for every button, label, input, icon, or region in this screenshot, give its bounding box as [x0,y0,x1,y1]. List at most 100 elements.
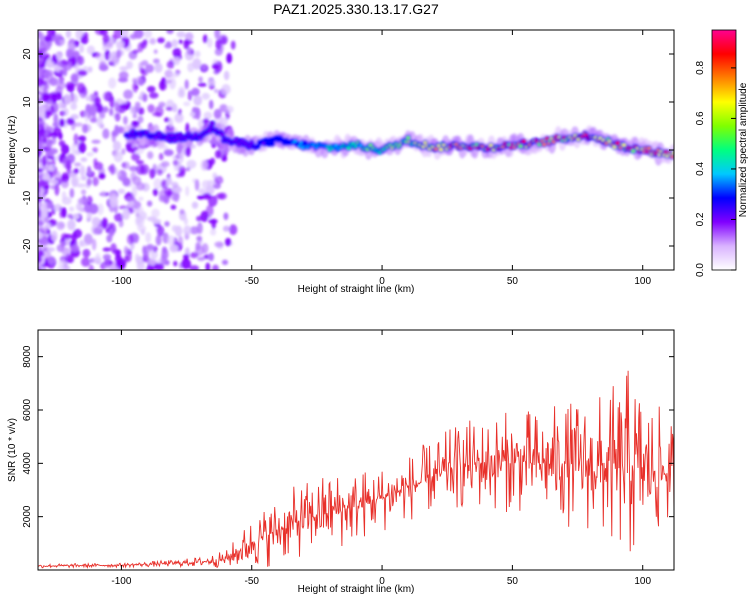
heatmap-speckle [114,213,124,222]
heatmap-speckle [143,250,150,261]
heatmap-speckle [122,161,130,170]
heatmap-speckle [59,118,65,128]
heatmap-speckle [225,105,234,114]
heatmap-speckle [196,235,203,242]
heatmap-speckle [50,170,61,179]
heatmap-speckle [178,39,183,44]
heatmap-speckle [142,93,148,102]
heatmap-speckle [109,195,119,208]
heatmap-speckle [86,45,95,55]
heatmap-speckle [43,70,50,79]
heatmap-speckle [205,204,214,217]
heatmap-speckle [135,160,144,165]
heatmap-speckle [87,66,93,73]
heatmap-speckle [38,226,45,232]
heatmap-speckle [229,224,238,236]
heatmap-speckle [185,146,191,157]
heatmap-speckle [165,41,172,49]
heatmap-speckle [223,70,230,81]
heatmap-speckle [57,81,66,90]
colorbar-tick-label: 0.0 [695,263,706,277]
heatmap-speckle [166,60,175,69]
heatmap-speckle [128,200,135,207]
heatmap-speckle [201,243,209,254]
heatmap-speckle [191,144,197,149]
heatmap-speckle [169,77,176,90]
heatmap-speckle [122,30,129,38]
heatmap-speckle [136,182,145,191]
heatmap-speckle [42,123,49,130]
heatmap-speckle [166,235,176,246]
ridge-cell [439,148,443,152]
heatmap-speckle [132,81,139,93]
heatmap-speckle [156,225,165,237]
heatmap-speckle [133,30,144,39]
colorbar-ticks: 0.0 0.2 0.4 0.6 0.8 [695,61,736,277]
heatmap-speckle [57,101,65,110]
heatmap-speckle [146,85,156,93]
heatmap-speckle [112,140,122,152]
heatmap-speckle [101,190,106,197]
heatmap-speckle [70,175,80,185]
heatmap-speckle [230,40,236,50]
heatmap-speckle [73,122,83,127]
heatmap-speckle [80,175,87,181]
heatmap-speckle [184,248,190,255]
heatmap-speckle [45,144,52,152]
heatmap-speckle [170,204,177,210]
heatmap-speckle [123,245,129,255]
heatmap-speckle [67,219,76,231]
heatmap-speckle [45,60,55,68]
heatmap-speckle [38,197,41,204]
heatmap-speckle [56,221,65,231]
heatmap-speckle [195,241,201,251]
heatmap-speckle [41,92,50,103]
x-tick-label: -100 [111,576,131,587]
ridge-cell [406,136,411,140]
heatmap-speckle [165,106,173,111]
heatmap-speckle [95,52,106,61]
heatmap-speckle [87,166,92,175]
heatmap-speckle [202,118,210,125]
heatmap-speckle [157,37,165,44]
ridge-cell [542,142,547,147]
heatmap-speckle [209,157,216,165]
heatmap-speckle [121,148,126,155]
heatmap-speckle [172,47,182,58]
heatmap-speckle [92,147,98,153]
heatmap-speckle [66,117,75,125]
heatmap-speckle [169,244,179,253]
heatmap-speckle [177,235,184,247]
spectrogram-x-ticks: -100 -50 0 50 100 [111,30,652,287]
heatmap-speckle [131,146,139,151]
heatmap-speckle [186,159,197,169]
colorbar-label: Normalized spectral amplitude [738,82,749,217]
heatmap-speckle [168,117,174,129]
heatmap-speckle [116,258,127,269]
heatmap-speckle [218,192,227,200]
heatmap-speckle [79,242,89,247]
heatmap-speckle [38,33,45,40]
heatmap-speckle [41,182,50,189]
heatmap-speckle [165,178,171,187]
ridge-cell [521,139,526,143]
heatmap-speckle [86,178,92,186]
heatmap-speckle [59,110,66,117]
snr-y-label: SNR (10 * v/v) [7,418,18,482]
heatmap-speckle [122,177,131,187]
heatmap-speckle [189,226,200,235]
heatmap-speckle [213,108,222,119]
heatmap-speckle [186,47,193,56]
colorbar-tick-label: 0.6 [695,111,706,125]
heatmap-speckle [53,113,59,125]
heatmap-speckle [102,91,111,102]
snr-x-label: Height of straight line (km) [298,584,415,595]
heatmap-speckle [214,175,224,185]
heatmap-speckle [52,126,62,137]
heatmap-speckle [173,260,178,267]
heatmap-speckle [171,39,178,48]
heatmap-speckle [51,136,57,145]
heatmap-speckle [79,44,84,54]
snr-frame [37,329,675,571]
heatmap-speckle [97,203,104,216]
